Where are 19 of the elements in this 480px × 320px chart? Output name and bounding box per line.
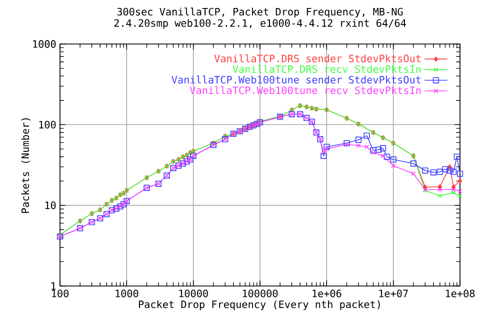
y-tick-label: 10 [45, 201, 56, 210]
y-axis-title: Packets (Number) [21, 118, 30, 213]
x-tick-label: 1000 [116, 290, 138, 298]
legend-label: VanillaTCP.Web100tune recv StdevPktsIn [190, 86, 421, 94]
legend-label: VanillaTCP.DRS sender StdevPktsOut [214, 54, 420, 62]
chart-title: 300sec VanillaTCP, Packet Drop Frequency, MB-NG [117, 8, 403, 18]
legend-label: VanillaTCP.DRS recv StdevPktsIn [232, 65, 421, 73]
x-tick-label: 1e+06 [312, 290, 342, 298]
x-axis-title: Packet Drop Frequency (Every nth packet) [138, 300, 380, 310]
chart-subtitle: 2.4.20smp web100-2.2.1, e1000-4.4.12 rxint 64/64 [114, 19, 406, 29]
x-tick-label: 1e+08 [446, 290, 475, 298]
y-tick-label: 100 [39, 120, 56, 128]
x-tick-label: 1e+07 [379, 290, 408, 298]
x-tick-label: 100 [52, 290, 68, 298]
y-tick-label: 1 [51, 282, 56, 290]
x-tick-label: 100000 [242, 290, 278, 298]
x-tick-label: 10000 [179, 290, 208, 298]
legend-label: VanillaTCP.Web100tune sender StdevPktsOut [172, 76, 420, 84]
y-tick-label: 1000 [33, 40, 56, 48]
